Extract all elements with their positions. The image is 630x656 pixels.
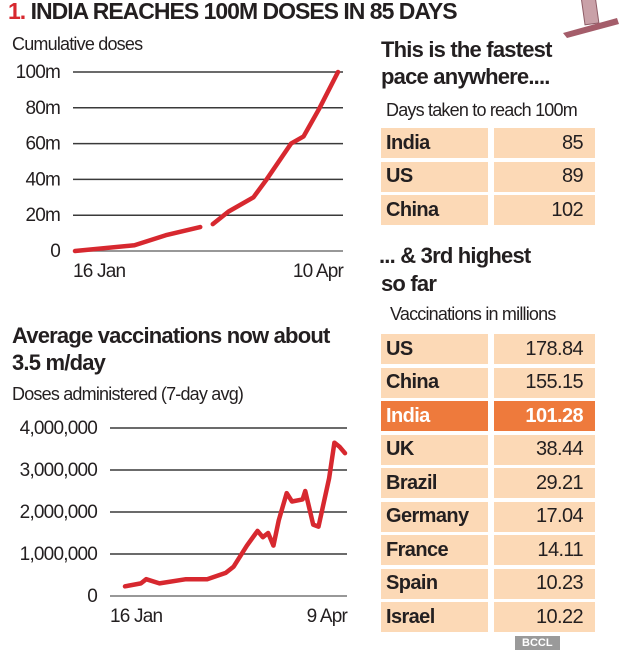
value-cell: 14.11 [494, 535, 595, 565]
table-row: UK 38.44 [381, 434, 595, 465]
country-cell: China [381, 367, 488, 398]
y-tick-label: 40m [25, 169, 60, 190]
country-cell: US [381, 334, 488, 364]
country-cell: UK [381, 434, 488, 465]
table-row: Germany 17.04 [381, 501, 595, 532]
table-row: Israel 10.22 [381, 602, 595, 632]
table-row: India 101.28 [381, 401, 595, 431]
fastest-subheading: Days taken to reach 100m [386, 100, 578, 120]
country-cell: India [381, 128, 488, 158]
y-tick-label: 4,000,000 [20, 418, 98, 439]
title-number: 1. [8, 0, 26, 24]
value-cell: 101.28 [494, 401, 595, 431]
chart1-title: Cumulative doses [12, 34, 143, 54]
value-cell: 85 [494, 128, 595, 158]
x-tick-label: 16 Jan [73, 261, 125, 282]
data-line [210, 69, 341, 227]
table-row: Brazil 29.21 [381, 468, 595, 498]
x-tick-label: 9 Apr [307, 606, 349, 627]
fastest-heading-1: This is the fastest [381, 37, 552, 62]
data-line [72, 224, 203, 254]
value-cell: 17.04 [494, 501, 595, 532]
highest-heading-2: so far [381, 271, 437, 296]
highest-subheading: Vaccinations in millions [390, 304, 556, 324]
value-cell: 178.84 [494, 334, 595, 364]
fastest-table: India 85 US 89 China 102 [381, 128, 595, 229]
y-tick-label: 0 [87, 586, 97, 607]
value-cell: 29.21 [494, 468, 595, 498]
daily-vaccinations-chart: 0 1,000,000 2,000,000 3,000,000 4,000,000 16 … [20, 418, 350, 627]
y-tick-label: 2,000,000 [20, 502, 98, 523]
table-row: France 14.11 [381, 535, 595, 565]
table-row: Spain 10.23 [381, 568, 595, 599]
y-tick-label: 60m [25, 134, 60, 155]
highest-table: US 178.84 China 155.15 India 101.28 UK 38.44 Bra… [381, 334, 595, 636]
chart2-title: Average vaccinations now about 3.5 m/day [12, 323, 330, 375]
value-cell: 38.44 [494, 434, 595, 465]
chart2-subtitle: Doses administered (7-day avg) [12, 384, 244, 404]
watermark: BCCL [515, 636, 560, 650]
highest-heading-1: ... & 3rd highest [379, 243, 531, 268]
syringe-icon [563, 0, 619, 38]
value-cell: 89 [494, 161, 595, 192]
table-row: China 102 [381, 195, 595, 225]
value-cell: 10.23 [494, 568, 595, 599]
y-tick-label: 100m [16, 62, 60, 83]
data-line [122, 440, 348, 589]
y-tick-label: 80m [25, 98, 60, 119]
table-row: US 178.84 [381, 334, 595, 364]
country-cell: China [381, 195, 488, 225]
country-cell: US [381, 161, 488, 192]
fastest-heading-2: pace anywhere.... [381, 64, 550, 89]
x-tick-label: 10 Apr [293, 261, 345, 282]
table-row: US 89 [381, 161, 595, 192]
x-tick-label: 16 Jan [110, 606, 162, 627]
country-cell: France [381, 535, 488, 565]
y-tick-label: 20m [25, 205, 60, 226]
country-cell: Spain [381, 568, 488, 599]
y-tick-label: 3,000,000 [20, 460, 98, 481]
value-cell: 102 [494, 195, 595, 225]
y-tick-label: 0 [50, 241, 60, 262]
country-cell: Germany [381, 501, 488, 532]
value-cell: 155.15 [494, 367, 595, 398]
table-row: India 85 [381, 128, 595, 158]
table-row: China 155.15 [381, 367, 595, 398]
title-text: INDIA REACHES 100M DOSES IN 85 DAYS [30, 0, 458, 24]
cumulative-doses-chart: 0 20m 40m 60m 80m 100m 16 Jan 10 Apr [16, 62, 346, 282]
value-cell: 10.22 [494, 602, 595, 632]
country-cell: Israel [381, 602, 488, 632]
country-cell: India [381, 401, 488, 431]
y-tick-label: 1,000,000 [20, 544, 98, 565]
country-cell: Brazil [381, 468, 488, 498]
page-title: 1. INDIA REACHES 100M DOSES IN 85 DAYS [8, 0, 458, 25]
